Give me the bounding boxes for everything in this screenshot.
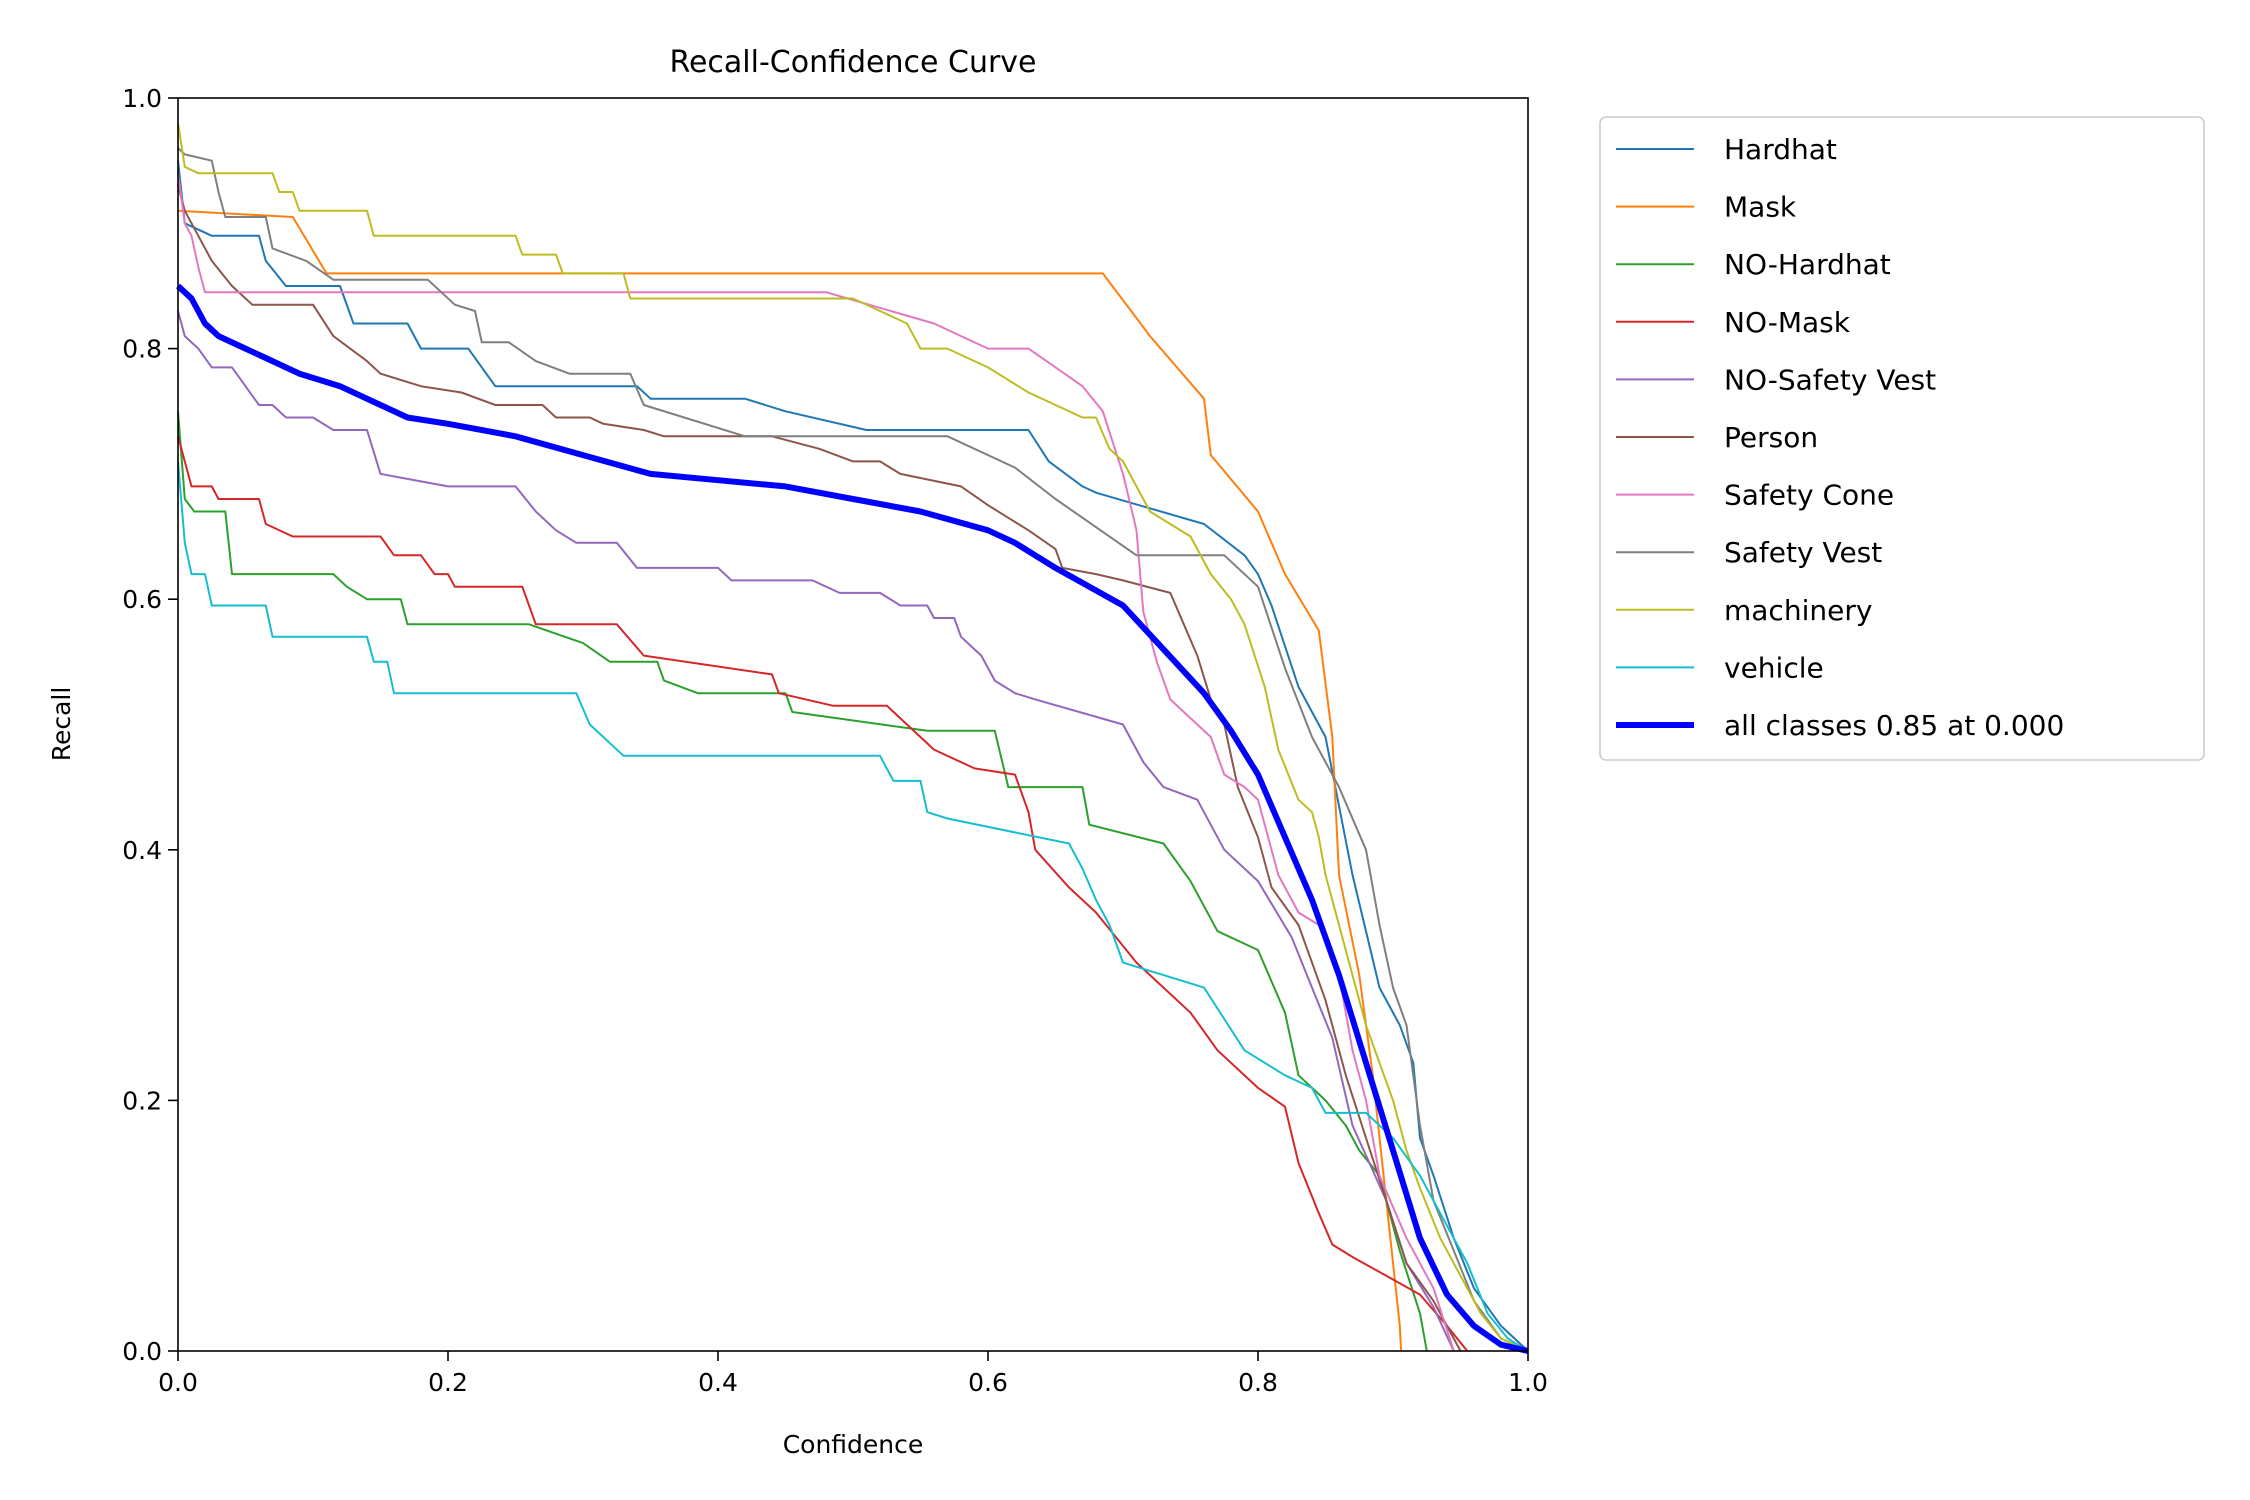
- plot-area-frame: [177, 97, 1529, 1352]
- y-tick-label: 0.0: [122, 1337, 162, 1366]
- series-line-no-safety-vest: [177, 310, 1455, 1352]
- legend: Hardhat Mask NO-Hardhat NO-Mask NO-Safety Ve…: [1599, 116, 2205, 761]
- series-line-hardhat: [177, 160, 1529, 1352]
- legend-item: machinery: [1616, 594, 1872, 627]
- series-line-no-hardhat: [177, 411, 1428, 1352]
- y-tick-label: 1.0: [122, 84, 162, 113]
- series-layer: [175, 122, 1529, 1354]
- series-line-person: [177, 185, 1462, 1352]
- legend-item: Hardhat: [1616, 133, 1837, 166]
- legend-item: Safety Vest: [1616, 536, 1882, 569]
- legend-item: NO-Mask: [1616, 306, 1851, 339]
- legend-item: Person: [1616, 421, 1818, 454]
- series-line-machinery: [177, 122, 1529, 1352]
- legend-label: machinery: [1724, 594, 1872, 627]
- y-tick-label: 0.4: [122, 836, 162, 865]
- x-tick-label: 0.0: [158, 1368, 198, 1397]
- y-tick-label: 0.8: [122, 335, 162, 364]
- chart-title: Recall-Confidence Curve: [669, 45, 1036, 80]
- legend-item: all classes 0.85 at 0.000: [1616, 709, 2064, 742]
- legend-label: Mask: [1724, 191, 1797, 224]
- x-tick-label: 0.2: [428, 1368, 468, 1397]
- legend-item: Mask: [1616, 191, 1797, 224]
- y-tick-label: 0.2: [122, 1086, 162, 1115]
- legend-label: Safety Vest: [1724, 536, 1882, 569]
- legend-item: Safety Cone: [1616, 479, 1894, 512]
- y-axis-label: Recall: [47, 687, 76, 762]
- legend-label: Person: [1724, 421, 1818, 454]
- x-axis-label: Confidence: [783, 1430, 924, 1459]
- legend-item: NO-Safety Vest: [1616, 363, 1936, 396]
- legend-label: all classes 0.85 at 0.000: [1724, 709, 2064, 742]
- series-line-mask: [177, 209, 1403, 1352]
- y-tick-label: 0.6: [122, 585, 162, 614]
- series-line-all-classes: [175, 283, 1529, 1354]
- legend-label: vehicle: [1724, 651, 1824, 684]
- legend-label: NO-Safety Vest: [1724, 363, 1936, 396]
- x-tick-label: 0.4: [698, 1368, 738, 1397]
- x-tick-label: 1.0: [1508, 1368, 1548, 1397]
- legend-item: NO-Hardhat: [1616, 248, 1891, 281]
- legend-label: Safety Cone: [1724, 479, 1894, 512]
- series-line-safety-vest: [177, 147, 1529, 1352]
- legend-label: NO-Hardhat: [1724, 248, 1891, 281]
- ticks-layer: 0.0 0.2 0.4 0.6 0.8 1.0 0.0 0.2 0.4 0.6 0.8 1.0: [122, 84, 1548, 1397]
- legend-frame: [1599, 116, 2205, 761]
- legend-label: NO-Mask: [1724, 306, 1851, 339]
- x-tick-label: 0.8: [1238, 1368, 1278, 1397]
- legend-label: Hardhat: [1724, 133, 1837, 166]
- series-line-safety-cone: [177, 173, 1455, 1352]
- legend-item: vehicle: [1616, 651, 1824, 684]
- x-tick-label: 0.6: [968, 1368, 1008, 1397]
- series-line-no-mask: [177, 436, 1469, 1352]
